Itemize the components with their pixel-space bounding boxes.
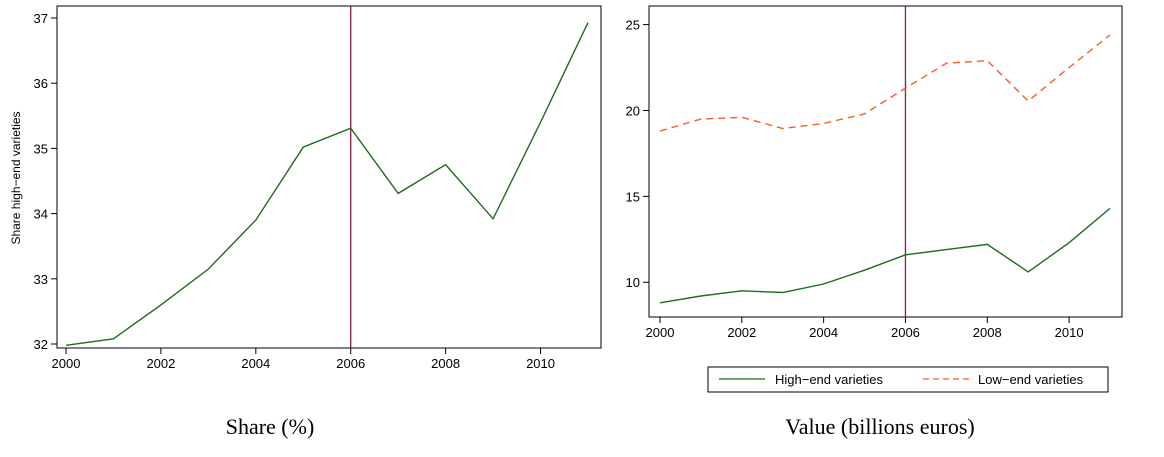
share-y-tick-label: 34	[34, 207, 48, 222]
value-chart: 10 15 20 25 2000 2002 2004 2006 2008 2010 High−e…	[626, 5, 1123, 439]
legend-high-end-label: High−end varieties	[775, 372, 884, 387]
value-plot-frame	[648, 5, 1123, 318]
share-x-tick-label: 2006	[336, 356, 365, 371]
value-x-tick-label: 2010	[1055, 325, 1084, 340]
share-x-tick-label: 2000	[52, 356, 81, 371]
value-x-tick-label: 2008	[973, 325, 1002, 340]
legend-box	[707, 366, 1109, 393]
value-x-tick-label: 2000	[646, 325, 675, 340]
share-chart: 32 33 34 35 36 37 2000 2002 2004 2006 2008 2010 Sh…	[9, 5, 602, 439]
share-plot-frame	[56, 5, 602, 349]
value-y-tick-label: 20	[626, 103, 640, 118]
value-series-group	[659, 34, 1111, 304]
share-y-tick-label: 32	[34, 337, 48, 352]
value-x-tick-label: 2002	[727, 325, 756, 340]
share-y-tick-label: 36	[34, 76, 48, 91]
share-x-tick-label: 2004	[241, 356, 270, 371]
share-series-high-end-line	[65, 22, 589, 346]
value-x-axis: 2000 2002 2004 2006 2008 2010	[646, 317, 1084, 340]
value-y-tick-label: 10	[626, 275, 640, 290]
value-series-low-end-line	[659, 34, 1111, 132]
share-x-tick-label: 2008	[431, 356, 460, 371]
share-series-group	[65, 22, 589, 346]
value-caption: Value (billions euros)	[785, 414, 974, 439]
value-legend: High−end varieties Low−end varieties	[707, 366, 1109, 393]
share-x-tick-label: 2010	[526, 356, 555, 371]
value-x-tick-label: 2004	[809, 325, 838, 340]
share-y-tick-label: 37	[34, 11, 48, 26]
share-caption: Share (%)	[226, 414, 315, 439]
share-x-tick-label: 2002	[146, 356, 175, 371]
value-x-tick-label: 2006	[891, 325, 920, 340]
value-series-high-end-line	[659, 207, 1111, 304]
share-y-tick-label: 35	[34, 141, 48, 156]
value-y-tick-label: 25	[626, 18, 640, 33]
value-y-axis: 10 15 20 25	[626, 18, 649, 290]
share-y-axis: 32 33 34 35 36 37	[34, 11, 57, 352]
share-y-axis-title: Share high−end varieties	[9, 111, 23, 244]
value-y-tick-label: 15	[626, 189, 640, 204]
legend-low-end-label: Low−end varieties	[978, 372, 1084, 387]
share-y-tick-label: 33	[34, 272, 48, 287]
share-x-axis: 2000 2002 2004 2006 2008 2010	[52, 348, 555, 371]
